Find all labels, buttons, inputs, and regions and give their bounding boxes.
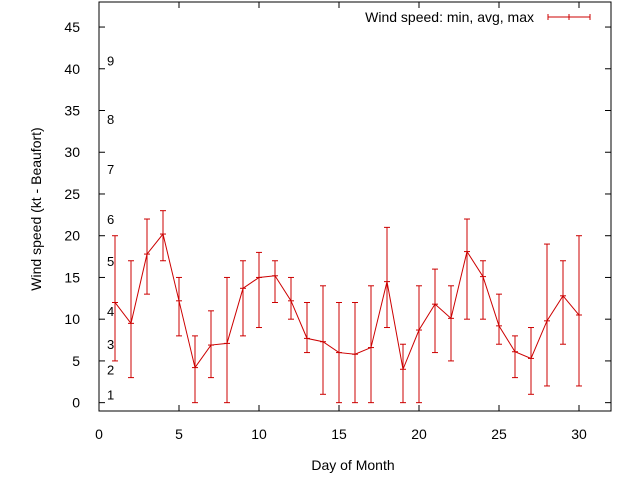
error-bar [288, 276, 294, 320]
y-tick-label: 20 [64, 228, 80, 244]
plot-frame [98, 1, 612, 412]
error-bar [112, 235, 118, 362]
error-bar [512, 335, 518, 379]
y-tick-label: 40 [64, 61, 80, 77]
error-bar [304, 301, 310, 354]
x-tick-label: 10 [251, 426, 267, 442]
x-axis-ticks: 0 5 10 15 20 25 30 [95, 2, 587, 442]
series-wind-speed [112, 210, 582, 404]
error-bar [400, 343, 406, 404]
error-bar [368, 285, 374, 404]
error-bar [496, 293, 502, 345]
beaufort-label: 8 [107, 112, 114, 127]
error-bar [416, 285, 422, 404]
error-bar [160, 210, 166, 262]
error-bar [336, 301, 342, 404]
error-bar [208, 310, 214, 379]
y-tick-label: 5 [72, 353, 80, 369]
error-bar [576, 235, 582, 387]
error-bar [240, 260, 246, 337]
legend: Wind speed: min, avg, max [365, 9, 591, 25]
error-bar [432, 268, 438, 354]
y-tick-label: 30 [64, 144, 80, 160]
x-tick-label: 20 [411, 426, 427, 442]
beaufort-label: 6 [107, 212, 114, 227]
error-bar [192, 335, 198, 404]
y-tick-label: 15 [64, 269, 80, 285]
beaufort-label: 2 [107, 362, 114, 377]
error-bar [560, 260, 566, 345]
error-bar [272, 260, 278, 303]
beaufort-label: 9 [107, 53, 114, 68]
beaufort-scale-labels: 1 2 3 4 5 6 7 8 9 [107, 53, 114, 402]
error-bar [176, 276, 182, 337]
error-bar [544, 243, 550, 387]
y-tick-label: 25 [64, 186, 80, 202]
x-tick-label: 30 [571, 426, 587, 442]
x-tick-label: 0 [95, 426, 103, 442]
y-tick-label: 45 [64, 19, 80, 35]
error-bar [528, 327, 534, 395]
error-bar [224, 276, 230, 404]
x-axis-label: Day of Month [311, 457, 394, 473]
error-bar [464, 218, 470, 320]
beaufort-label: 5 [107, 254, 114, 269]
series-line [114, 232, 580, 372]
error-bar [384, 226, 390, 329]
error-bar [320, 285, 326, 395]
x-tick-label: 5 [175, 426, 183, 442]
x-tick-label: 25 [491, 426, 507, 442]
error-bar [144, 218, 150, 295]
error-bar [480, 260, 486, 320]
plot-border [98, 1, 612, 412]
beaufort-label: 3 [107, 337, 114, 352]
error-bar [128, 260, 134, 379]
legend-label: Wind speed: min, avg, max [365, 9, 534, 25]
error-bar [448, 285, 454, 362]
x-tick-label: 15 [331, 426, 347, 442]
beaufort-label: 4 [107, 304, 114, 319]
beaufort-label: 7 [107, 162, 114, 177]
y-axis-label: Wind speed (kt - Beaufort) [28, 127, 44, 290]
legend-errorbar-swatch [547, 14, 591, 20]
beaufort-label: 1 [107, 387, 114, 402]
y-tick-label: 10 [64, 311, 80, 327]
error-bar [256, 251, 262, 329]
error-bar [352, 301, 358, 404]
y-tick-label: 35 [64, 103, 80, 119]
y-tick-label: 0 [72, 395, 80, 411]
